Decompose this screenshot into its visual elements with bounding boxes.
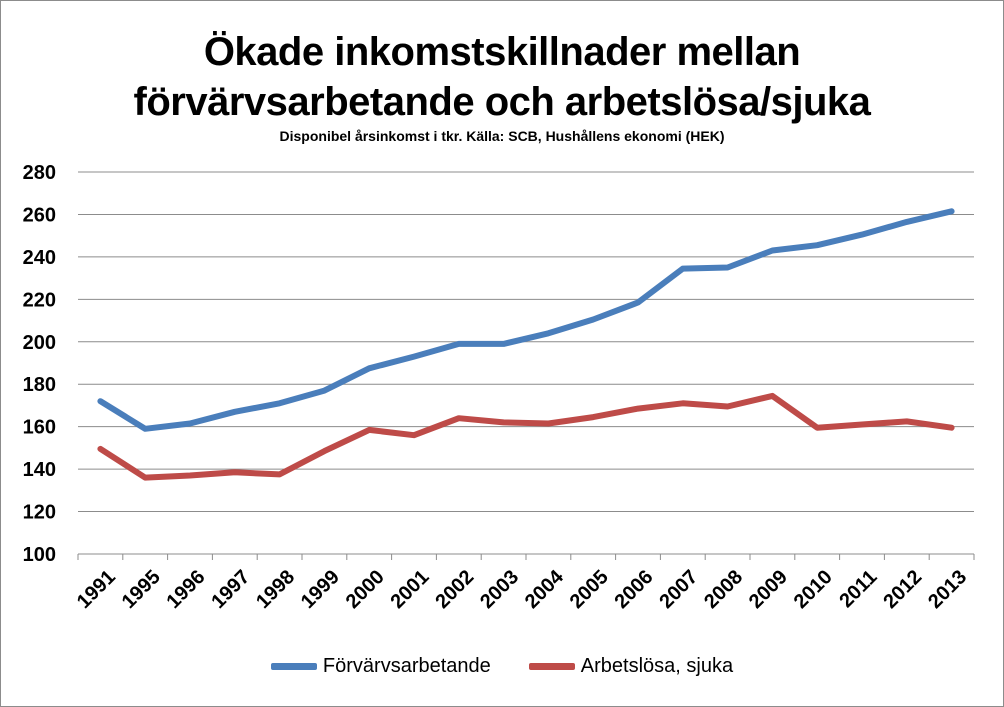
x-tick-label: 1999 [297,566,344,613]
y-tick-label: 200 [23,332,56,354]
y-tick-label: 120 [23,502,56,524]
x-tick-label: 2003 [476,566,523,613]
x-tick-label: 2005 [566,566,613,613]
x-tick-label: 2011 [835,566,881,612]
y-tick-label: 140 [23,459,56,481]
x-tick-label: 2010 [790,566,837,613]
x-tick-label: 2007 [655,566,702,613]
y-tick-label: 160 [23,417,56,439]
x-tick-label: 1995 [118,566,165,613]
y-tick-label: 100 [23,544,56,566]
legend-item-series-1: Förvärvsarbetande [270,655,491,678]
x-tick-label: 1991 [73,566,120,613]
series-line-2 [97,392,955,481]
x-tick-label: 2013 [924,566,971,613]
legend-label-series-1: Förvärvsarbetande [322,655,491,677]
x-tick-label: 1997 [207,566,254,613]
x-tick-label: 2009 [745,566,792,613]
x-tick-label: 1996 [163,566,210,613]
legend-swatch-series-2 [528,663,575,670]
legend: Förvärvsarbetande Arbetslösa, sjuka [0,655,1004,678]
y-tick-label: 260 [23,204,56,226]
y-tick-label: 220 [23,289,56,311]
x-tick-label: 2012 [879,566,926,613]
x-tick-label: 2000 [342,566,389,613]
x-tick-label: 1998 [252,566,299,613]
x-tick-label: 2001 [387,566,434,613]
legend-swatch-series-1 [270,663,317,670]
y-tick-label: 240 [23,247,56,269]
legend-label-series-2: Arbetslösa, sjuka [580,655,734,677]
x-tick-label: 2006 [611,566,658,613]
series-line-1 [97,208,955,432]
y-tick-label: 180 [23,374,56,396]
legend-item-series-2: Arbetslösa, sjuka [528,655,734,678]
chart-subtitle: Disponibel årsinkomst i tkr. Källa: SCB,… [279,128,725,144]
x-tick-label: 2002 [431,566,478,613]
y-tick-label: 280 [23,162,56,184]
x-tick-label: 2008 [700,566,747,613]
chart-title-line-1: Ökade inkomstskillnader mellan [203,30,801,74]
chart-title-line-2: förvärvsarbetande och arbetslösa/sjuka [133,80,871,124]
x-tick-label: 2004 [521,565,569,613]
